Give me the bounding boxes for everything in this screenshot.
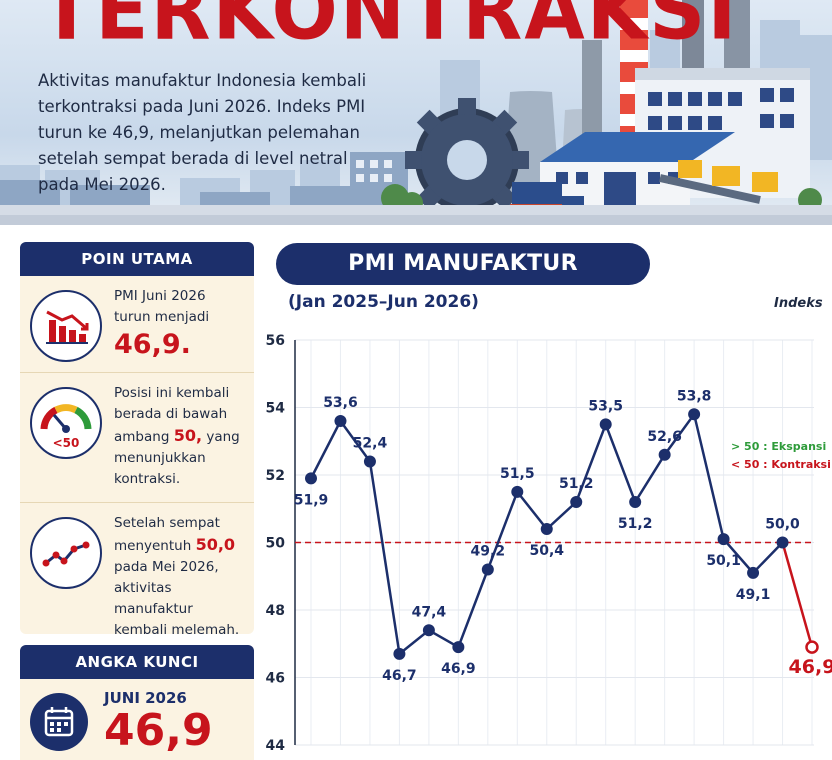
data-point — [305, 472, 317, 485]
hero-banner: TERKONTRAKSI Aktivitas manufaktur Indone… — [0, 0, 832, 225]
lede-paragraph: Aktivitas manufaktur Indonesia kembali t… — [38, 71, 367, 194]
data-label: 46,9 — [789, 656, 832, 678]
data-label: 46,9 — [441, 661, 476, 677]
key-figure-value: 46,9 — [104, 705, 213, 756]
data-point — [570, 496, 583, 508]
key-point-1-value: 46,9. — [114, 329, 191, 360]
data-label: 49,1 — [736, 587, 771, 603]
y-tick-label: 48 — [266, 603, 285, 619]
legend-contraction: < 50 : Kontraksi — [731, 458, 831, 471]
data-label: 50,1 — [706, 553, 741, 569]
data-label: 53,5 — [588, 398, 623, 414]
key-point-3: Setelah sempat menyentuh 50,0 pada Mei 2… — [20, 502, 254, 634]
key-figure-title: ANGKA KUNCI — [20, 645, 254, 679]
key-point-2-text-a: Posisi ini kembali berada di bawah amban… — [114, 385, 230, 445]
key-point-3-text-b: pada Mei 2026, aktivitas manufaktur kemb… — [114, 559, 240, 634]
key-figure-panel: ANGKA KUNCI JUNI 2026 46,9 — [20, 645, 254, 760]
data-point — [747, 566, 760, 579]
y-tick-label: 44 — [266, 738, 286, 754]
data-label: 53,6 — [323, 395, 358, 411]
factory-illustration — [0, 0, 832, 225]
data-point — [717, 533, 730, 546]
data-label: 53,8 — [677, 388, 712, 404]
data-label: 50,0 — [765, 517, 800, 533]
key-point-3-text-a: Setelah sempat menyentuh — [114, 515, 220, 554]
data-point — [481, 563, 494, 576]
data-point — [805, 640, 819, 654]
data-point — [422, 624, 435, 637]
chart-title: PMI MANUFAKTUR INDONESIA — [276, 243, 650, 318]
headline: TERKONTRAKSI — [40, 0, 739, 59]
data-label: 52,6 — [647, 429, 682, 445]
data-label: 51,2 — [559, 476, 594, 492]
data-point — [452, 641, 465, 654]
data-label: 50,4 — [529, 543, 564, 559]
key-point-3-value: 50,0 — [195, 535, 236, 554]
chart-y-unit: Indeks — [774, 296, 823, 311]
chart-subtitle: (Jan 2025–Jun 2026) — [288, 292, 479, 312]
key-points-panel: POIN UTAMA PMI Juni 2026 turun menjadi 4… — [20, 242, 254, 634]
data-point — [599, 418, 612, 431]
data-point — [393, 647, 406, 660]
data-point — [658, 448, 671, 461]
y-tick-label: 50 — [266, 536, 286, 552]
key-point-1-text: PMI Juni 2026 turun menjadi — [114, 288, 210, 325]
pmi-line-chart: 44 46 48 50 52 54 56 51,9 53,6 52,4 46,7 47,4 46,9 49… — [266, 333, 832, 754]
gauge-label: <50 — [53, 436, 80, 450]
data-label: 51,2 — [618, 516, 653, 532]
y-tick-label: 46 — [266, 671, 285, 687]
key-point-2-value: 50, — [173, 426, 203, 445]
key-point-2: <50 Posisi ini kembali berada di bawah a… — [20, 372, 254, 502]
data-label: 51,9 — [294, 492, 329, 508]
trend-line-icon — [30, 517, 102, 589]
key-figure-label: JUNI 2026 — [104, 689, 187, 707]
data-label: 52,4 — [353, 436, 388, 452]
data-point — [776, 536, 789, 549]
data-point — [334, 415, 347, 427]
y-tick-label: 54 — [266, 401, 286, 417]
data-point — [363, 455, 376, 468]
data-label: 49,2 — [471, 544, 506, 560]
declining-bar-chart-icon — [30, 290, 102, 362]
data-point — [511, 485, 524, 498]
data-label: 46,7 — [382, 668, 417, 684]
legend-expansion: > 50 : Ekspansi — [731, 440, 827, 453]
y-tick-label: 52 — [266, 468, 285, 484]
data-point — [629, 496, 642, 508]
gauge-icon: <50 — [30, 387, 102, 459]
key-point-2-text-b: yang menunjukkan kontraksi. — [114, 429, 240, 487]
key-point-1: PMI Juni 2026 turun menjadi 46,9. — [20, 276, 254, 372]
series-line-last — [781, 542, 814, 648]
data-point — [688, 408, 701, 421]
data-point — [540, 523, 553, 535]
data-label: 47,4 — [412, 604, 447, 620]
key-points-title: POIN UTAMA — [20, 242, 254, 276]
data-label: 51,5 — [500, 466, 535, 482]
calendar-icon — [30, 693, 88, 751]
y-tick-label: 56 — [266, 333, 285, 349]
